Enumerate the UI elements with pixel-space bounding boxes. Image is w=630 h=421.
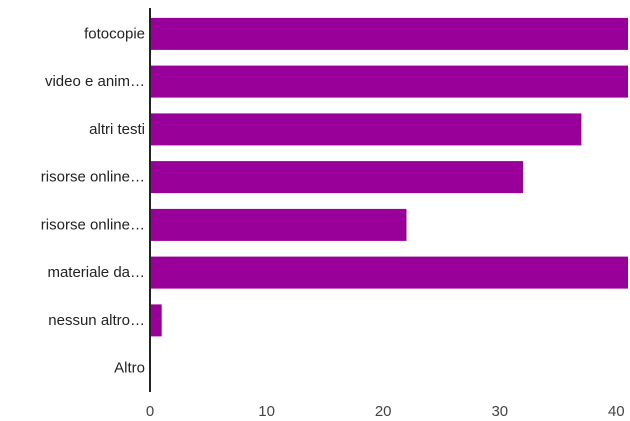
x-tick-label-2: 20 [375, 403, 392, 420]
category-label-1: video e anim… [45, 73, 145, 90]
category-label-5: materiale da… [47, 264, 145, 281]
bar-3 [150, 161, 524, 194]
x-tick-labels: 0 10 20 30 40 [146, 403, 625, 420]
bar-2 [150, 113, 582, 146]
bar-1 [150, 65, 628, 98]
x-tick-label-1: 10 [258, 403, 275, 420]
bars-group [150, 17, 628, 337]
category-label-7: Altro [114, 360, 145, 377]
bar-5 [150, 256, 628, 289]
category-label-0: fotocopie [84, 25, 145, 42]
bar-4 [150, 208, 407, 241]
bar-6 [150, 304, 162, 337]
category-labels: fotocopie video e anim… altri testi risorse… [41, 25, 145, 376]
x-tick-label-3: 30 [491, 403, 508, 420]
category-label-3: risorse online… [41, 169, 145, 186]
bar-0 [150, 17, 628, 50]
category-label-6: nessun altro… [48, 312, 145, 329]
category-label-2: altri testi [89, 121, 145, 138]
category-label-4: risorse online… [41, 216, 145, 233]
x-tick-label-4: 40 [608, 403, 625, 420]
x-tick-label-0: 0 [146, 403, 154, 420]
